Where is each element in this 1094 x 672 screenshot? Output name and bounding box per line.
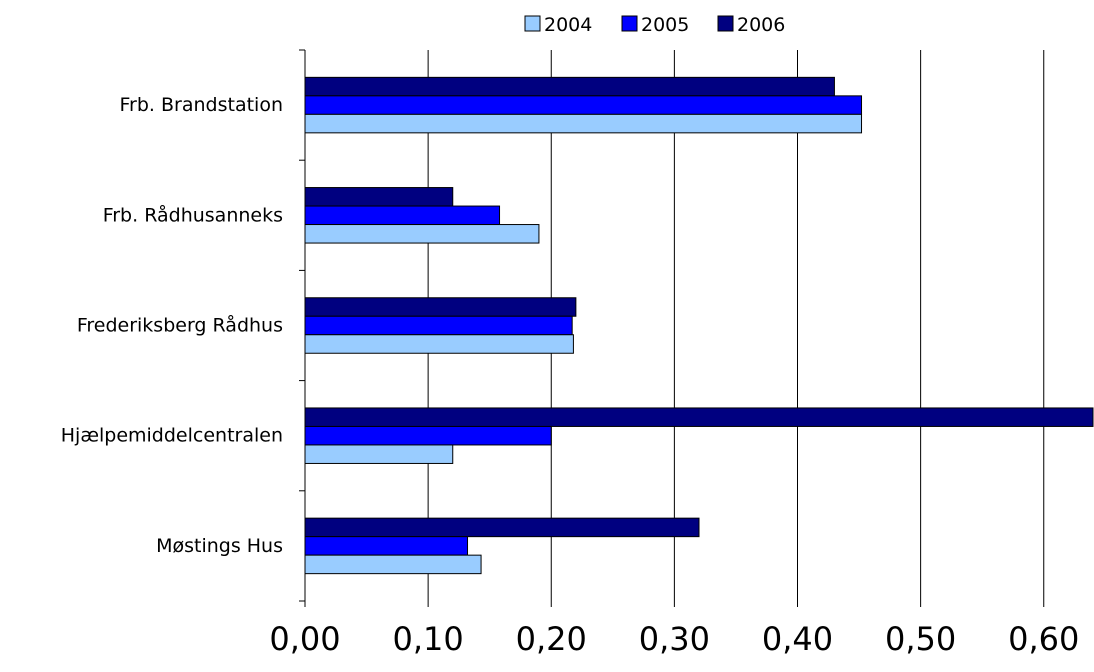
x-tick-label: 0,30: [639, 620, 710, 658]
category-label: Frb. Rådhusanneks: [103, 203, 283, 226]
bar: [304, 113, 863, 134]
legend-label: 2004: [544, 14, 592, 36]
bar: [304, 76, 835, 97]
bar: [304, 334, 574, 354]
bar: [304, 407, 1094, 427]
legend-swatch: [524, 15, 541, 32]
bar: [304, 95, 863, 115]
legend-label: 2005: [641, 14, 689, 36]
legend-swatch: [621, 15, 638, 32]
bar: [304, 315, 573, 336]
bar: [304, 297, 577, 317]
category-label: Hjælpemiddelcentralen: [61, 425, 283, 447]
x-tick-label: 0,20: [516, 620, 587, 658]
bar: [304, 187, 454, 207]
x-tick-label: 0,40: [762, 620, 833, 658]
x-tick-label: 0,60: [1008, 620, 1079, 658]
category-label: Møstings Hus: [156, 535, 283, 557]
bar: [304, 444, 454, 464]
bars: [304, 76, 1094, 575]
category-label: Frb. Brandstation: [120, 94, 283, 116]
bar: [304, 224, 540, 244]
bar: [304, 554, 482, 575]
axes: [299, 49, 1045, 607]
legend-label: 2006: [737, 14, 785, 36]
labels: 0,00 0,10 0,20 0,30 0,40 0,50 0,60 Møstings Hus…: [61, 94, 1080, 658]
bar: [304, 205, 501, 226]
bar: [304, 425, 552, 446]
x-tick-label: 0,50: [885, 620, 956, 658]
legend-swatch: [717, 15, 734, 32]
grid-lines: [427, 50, 1045, 601]
bar: [304, 517, 700, 538]
x-tick-label: 0,10: [393, 620, 464, 658]
x-tick-label: 0,00: [269, 620, 340, 658]
legend: 2004 2005 2006: [524, 14, 785, 36]
bar: [304, 536, 469, 556]
category-label: Frederiksberg Rådhus: [77, 314, 283, 337]
